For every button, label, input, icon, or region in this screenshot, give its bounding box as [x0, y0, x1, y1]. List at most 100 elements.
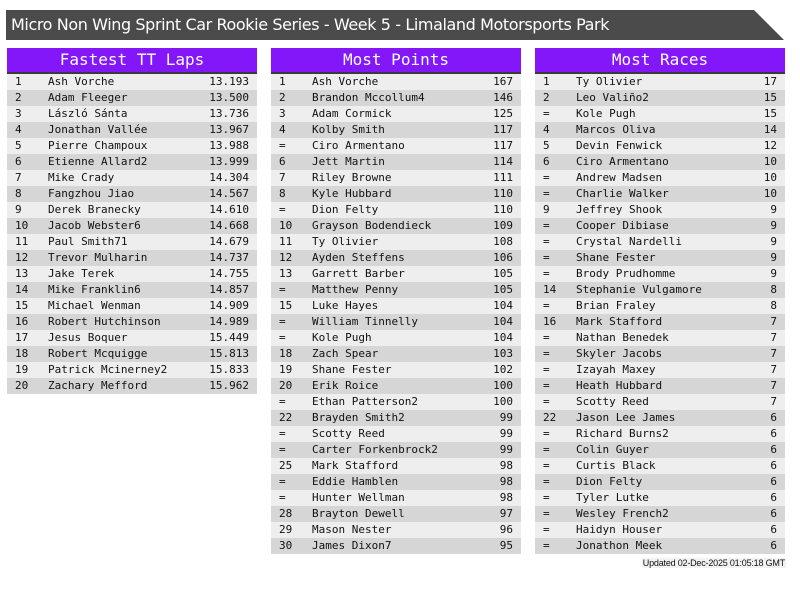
- value-cell: 17: [763, 75, 777, 88]
- table-row: = Crystal Nardelli 9: [535, 234, 785, 250]
- name-cell: Jason Lee James: [576, 411, 676, 424]
- rank-cell: 4: [279, 123, 286, 136]
- table-row: = Dion Felty 110: [271, 202, 521, 218]
- name-cell: Matthew Penny: [312, 283, 399, 296]
- name-cell: Jeffrey Shook: [576, 203, 663, 216]
- name-cell: Eddie Hamblen: [312, 475, 399, 488]
- rank-cell: 16: [15, 315, 29, 328]
- name-cell: William Tinnelly: [312, 315, 418, 328]
- table-row: = Ethan Patterson2 100: [271, 394, 521, 410]
- table-row: 14 Stephanie Vulgamore 8: [535, 282, 785, 298]
- table-row: = Skyler Jacobs 7: [535, 346, 785, 362]
- value-cell: 7: [770, 315, 777, 328]
- value-cell: 9: [770, 219, 777, 232]
- name-cell: Jake Terek: [48, 267, 115, 280]
- name-cell: Devin Fenwick: [576, 139, 663, 152]
- table-row: = Scotty Reed 99: [271, 426, 521, 442]
- name-cell: Heath Hubbard: [576, 379, 663, 392]
- table-row: 22 Brayden Smith2 99: [271, 410, 521, 426]
- table-row: 4 Jonathan Vallée 13.967: [7, 122, 257, 138]
- name-cell: Riley Browne: [312, 171, 392, 184]
- value-cell: 13.193: [209, 75, 249, 88]
- table-row: = Scotty Reed 7: [535, 394, 785, 410]
- table-row: 1 Ash Vorche 167: [271, 74, 521, 90]
- rank-cell: 9: [543, 203, 550, 216]
- value-cell: 111: [493, 171, 513, 184]
- name-cell: Robert Mcquigge: [48, 347, 148, 360]
- rank-cell: =: [543, 379, 550, 392]
- name-cell: Ayden Steffens: [312, 251, 405, 264]
- name-cell: Ash Vorche: [48, 75, 115, 88]
- table-row: 3 László Sánta 13.736: [7, 106, 257, 122]
- rank-cell: 9: [15, 203, 22, 216]
- rank-cell: 29: [279, 523, 293, 536]
- name-cell: Kole Pugh: [312, 331, 372, 344]
- name-cell: Ciro Armentano: [312, 139, 405, 152]
- rank-cell: 4: [15, 123, 22, 136]
- table-row: 11 Ty Olivier 108: [271, 234, 521, 250]
- name-cell: Michael Wenman: [48, 299, 141, 312]
- table-row: 6 Ciro Armentano 10: [535, 154, 785, 170]
- value-cell: 105: [493, 267, 513, 280]
- name-cell: Mark Stafford: [312, 459, 399, 472]
- value-cell: 14.610: [209, 203, 249, 216]
- table-row: = Richard Burns2 6: [535, 426, 785, 442]
- rank-cell: =: [543, 363, 550, 376]
- rank-cell: 16: [543, 315, 557, 328]
- rank-cell: =: [543, 507, 550, 520]
- value-cell: 14.567: [209, 187, 249, 200]
- table-row: = Charlie Walker 10: [535, 186, 785, 202]
- table-body: 1 Ash Vorche 167 2 Brandon Mccollum4 146 3 Adam…: [271, 74, 521, 554]
- table-row: = Eddie Hamblen 98: [271, 474, 521, 490]
- rank-cell: 12: [279, 251, 293, 264]
- name-cell: Mike Crady: [48, 171, 115, 184]
- value-cell: 13.736: [209, 107, 249, 120]
- name-cell: Dion Felty: [576, 475, 643, 488]
- name-cell: László Sánta: [48, 107, 128, 120]
- table-row: = Kole Pugh 104: [271, 330, 521, 346]
- value-cell: 105: [493, 283, 513, 296]
- table-body: 1 Ash Vorche 13.193 2 Adam Fleeger 13.500 3 Lás…: [7, 74, 257, 394]
- table-row: = Colin Guyer 6: [535, 442, 785, 458]
- table-fastest-tt-laps: Fastest TT Laps 1 Ash Vorche 13.193 2 Adam F…: [7, 48, 257, 394]
- name-cell: Jonathan Vallée: [48, 123, 148, 136]
- rank-cell: 1: [543, 75, 550, 88]
- value-cell: 7: [770, 379, 777, 392]
- value-cell: 102: [493, 363, 513, 376]
- table-row: 30 James Dixon7 95: [271, 538, 521, 554]
- table-row: 12 Trevor Mulharin 14.737: [7, 250, 257, 266]
- name-cell: Zachary Mefford: [48, 379, 148, 392]
- rank-cell: =: [279, 427, 286, 440]
- rank-cell: 14: [15, 283, 29, 296]
- table-row: = Curtis Black 6: [535, 458, 785, 474]
- rank-cell: =: [543, 107, 550, 120]
- name-cell: Izayah Maxey: [576, 363, 656, 376]
- table-row: 5 Devin Fenwick 12: [535, 138, 785, 154]
- value-cell: 8: [770, 283, 777, 296]
- table-row: 13 Jake Terek 14.755: [7, 266, 257, 282]
- page-title: Micro Non Wing Sprint Car Rookie Series …: [11, 15, 610, 34]
- table-row: 17 Jesus Boquer 15.449: [7, 330, 257, 346]
- value-cell: 6: [770, 475, 777, 488]
- rank-cell: =: [543, 427, 550, 440]
- table-row: = Ciro Armentano 117: [271, 138, 521, 154]
- value-cell: 96: [499, 523, 513, 536]
- table-row: 12 Ayden Steffens 106: [271, 250, 521, 266]
- value-cell: 100: [493, 379, 513, 392]
- rank-cell: 28: [279, 507, 293, 520]
- rank-cell: =: [543, 267, 550, 280]
- value-cell: 14.304: [209, 171, 249, 184]
- name-cell: Jacob Webster6: [48, 219, 141, 232]
- value-cell: 13.988: [209, 139, 249, 152]
- name-cell: Stephanie Vulgamore: [576, 283, 702, 296]
- name-cell: Luke Hayes: [312, 299, 379, 312]
- name-cell: James Dixon7: [312, 539, 392, 552]
- rank-cell: =: [543, 475, 550, 488]
- value-cell: 98: [499, 475, 513, 488]
- table-header: Fastest TT Laps: [7, 48, 257, 74]
- rank-cell: 14: [543, 283, 557, 296]
- rank-cell: =: [279, 331, 286, 344]
- table-most-points: Most Points 1 Ash Vorche 167 2 Brandon Mccol…: [271, 48, 521, 554]
- table-row: 3 Adam Cormick 125: [271, 106, 521, 122]
- value-cell: 10: [763, 171, 777, 184]
